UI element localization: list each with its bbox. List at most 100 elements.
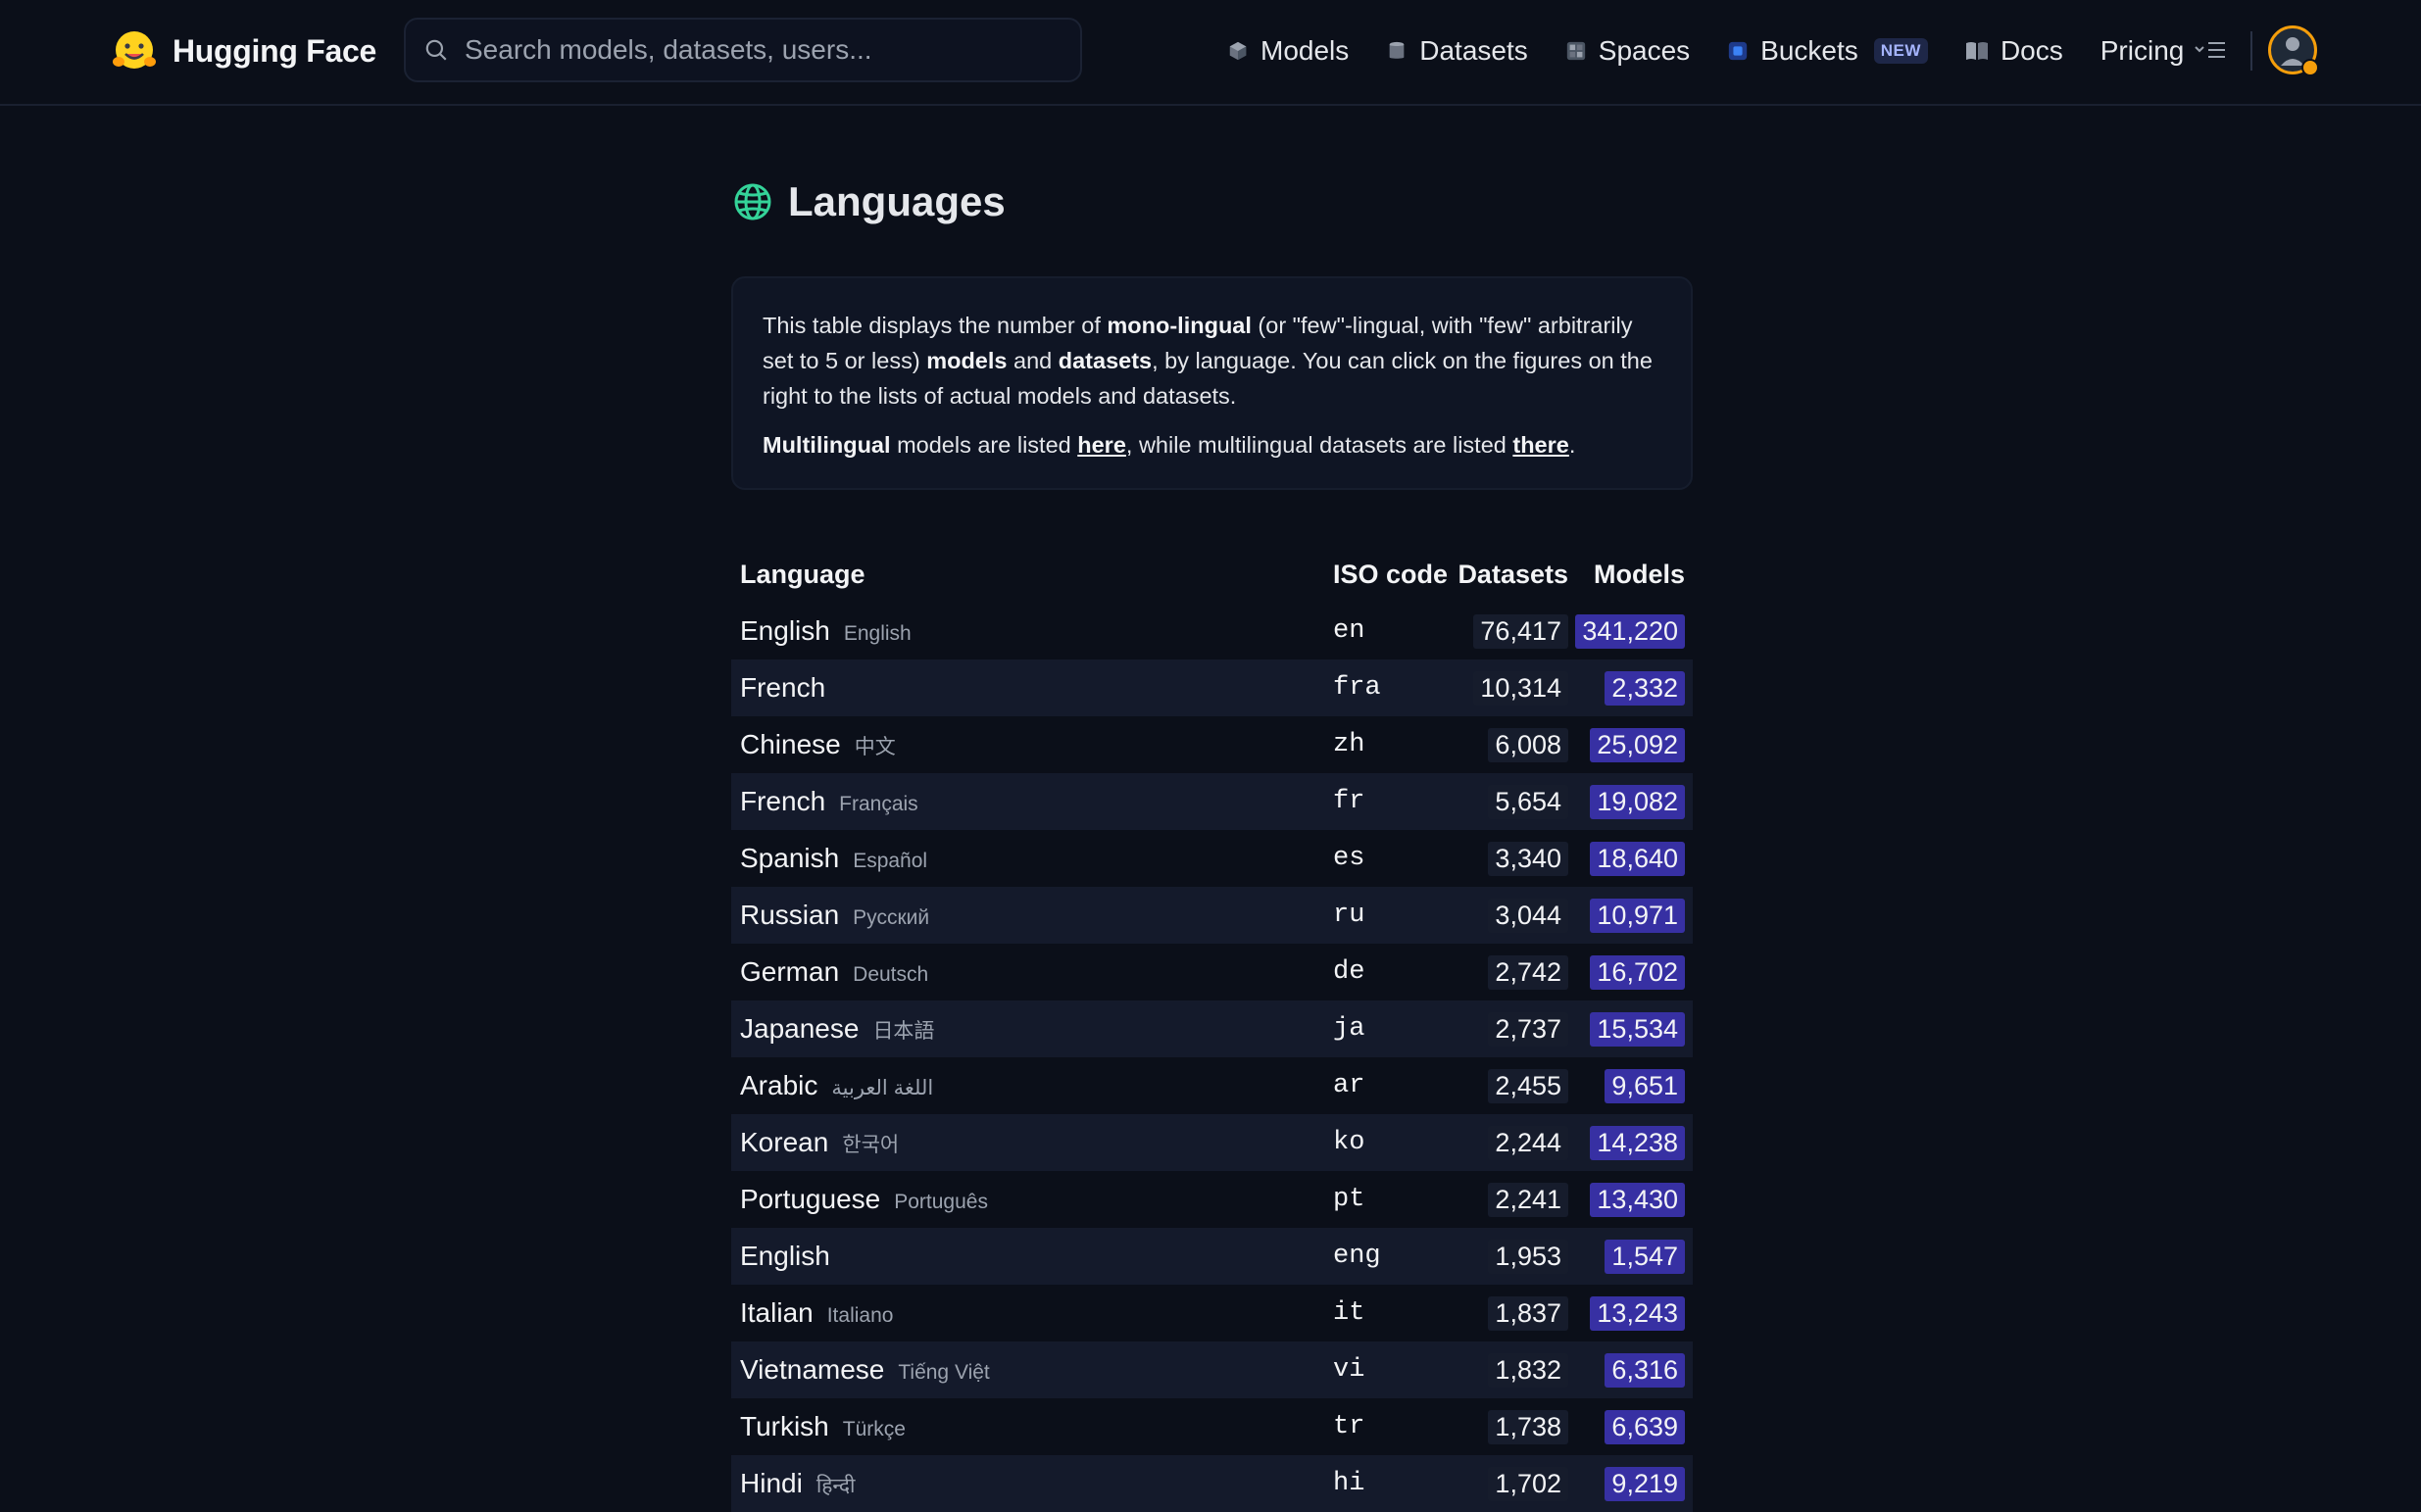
datasets-count-link[interactable]: 3,340 xyxy=(1488,841,1568,876)
iso-code: es xyxy=(1333,844,1365,873)
book-icon xyxy=(1965,42,1988,60)
datasets-cell: 3,340 xyxy=(1449,841,1576,876)
datasets-count-link[interactable]: 2,244 xyxy=(1488,1125,1568,1160)
datasets-cell: 5,654 xyxy=(1449,784,1576,819)
table-header: Language ISO code Datasets Models xyxy=(731,546,1693,603)
language-native-name: Русский xyxy=(853,906,930,929)
database-icon xyxy=(1389,41,1405,59)
models-count-link[interactable]: 2,332 xyxy=(1605,670,1685,706)
new-badge: NEW xyxy=(1873,38,1928,64)
datasets-count-link[interactable]: 1,702 xyxy=(1488,1466,1568,1501)
iso-cell: it xyxy=(1329,1298,1449,1328)
models-count-link[interactable]: 1,547 xyxy=(1605,1239,1685,1274)
multilingual-models-link[interactable]: here xyxy=(1077,432,1126,458)
datasets-count-link[interactable]: 6,008 xyxy=(1488,727,1568,762)
models-count-link[interactable]: 25,092 xyxy=(1590,727,1685,762)
language-cell: Chinese 中文 xyxy=(731,729,1329,760)
nav-models[interactable]: Models xyxy=(1227,35,1349,67)
iso-code: ko xyxy=(1333,1128,1365,1157)
language-native-name: Italiano xyxy=(826,1304,894,1327)
multilingual-datasets-link[interactable]: there xyxy=(1512,432,1569,458)
datasets-count-link[interactable]: 2,455 xyxy=(1488,1068,1568,1103)
datasets-count-link[interactable]: 1,837 xyxy=(1488,1295,1568,1331)
datasets-count-link[interactable]: 1,953 xyxy=(1488,1239,1568,1274)
language-native-name: Português xyxy=(894,1191,988,1213)
table-row: English eng 1,953 1,547 xyxy=(731,1228,1693,1285)
models-count-link[interactable]: 9,651 xyxy=(1605,1068,1685,1103)
language-native-name: Français xyxy=(839,793,918,815)
brand-link[interactable]: Hugging Face xyxy=(110,24,376,78)
models-cell: 1,547 xyxy=(1576,1239,1693,1274)
brand-name: Hugging Face xyxy=(173,32,376,69)
nav-datasets[interactable]: Datasets xyxy=(1386,35,1528,67)
language-native-name: 日本語 xyxy=(872,1020,935,1043)
search-box[interactable] xyxy=(404,18,1082,82)
datasets-count-link[interactable]: 3,044 xyxy=(1488,898,1568,933)
language-native-name: 中文 xyxy=(854,736,896,758)
nav-spaces[interactable]: Spaces xyxy=(1565,35,1690,67)
iso-code: it xyxy=(1333,1298,1365,1328)
datasets-count-link[interactable]: 5,654 xyxy=(1488,784,1568,819)
models-count-link[interactable]: 14,238 xyxy=(1590,1125,1685,1160)
models-count-link[interactable]: 13,243 xyxy=(1590,1295,1685,1331)
table-row: Russian Русский ru 3,044 10,971 xyxy=(731,887,1693,944)
iso-cell: ar xyxy=(1329,1071,1449,1100)
datasets-cell: 1,837 xyxy=(1449,1295,1576,1331)
datasets-count-link[interactable]: 2,737 xyxy=(1488,1011,1568,1047)
language-name: Italian xyxy=(740,1297,814,1328)
nav-pricing[interactable]: Pricing xyxy=(2100,35,2185,67)
datasets-cell: 2,737 xyxy=(1449,1011,1576,1047)
datasets-count-link[interactable]: 2,742 xyxy=(1488,954,1568,990)
models-count-link[interactable]: 16,702 xyxy=(1590,954,1685,990)
language-native-name: Tiếng Việt xyxy=(898,1361,990,1384)
datasets-cell: 2,244 xyxy=(1449,1125,1576,1160)
iso-cell: ko xyxy=(1329,1128,1449,1157)
table-row: French fra 10,314 2,332 xyxy=(731,659,1693,716)
language-name: Portuguese xyxy=(740,1184,881,1214)
info-bold: datasets xyxy=(1058,348,1153,373)
models-cell: 2,332 xyxy=(1576,670,1693,706)
datasets-count-link[interactable]: 2,241 xyxy=(1488,1182,1568,1217)
models-count-link[interactable]: 18,640 xyxy=(1590,841,1685,876)
top-navbar: Hugging Face Models Datasets xyxy=(0,0,2421,106)
datasets-count-link[interactable]: 1,738 xyxy=(1488,1409,1568,1444)
models-count-link[interactable]: 341,220 xyxy=(1575,613,1685,649)
models-count-link[interactable]: 13,430 xyxy=(1590,1182,1685,1217)
info-bold: mono-lingual xyxy=(1107,313,1252,338)
iso-code: zh xyxy=(1333,730,1365,759)
language-name: Korean xyxy=(740,1127,829,1157)
search-input[interactable] xyxy=(463,33,1055,67)
models-count-link[interactable]: 6,316 xyxy=(1605,1352,1685,1388)
datasets-count-link[interactable]: 76,417 xyxy=(1473,613,1568,649)
models-cell: 15,534 xyxy=(1576,1011,1693,1047)
models-cell: 6,316 xyxy=(1576,1352,1693,1388)
models-cell: 9,651 xyxy=(1576,1068,1693,1103)
datasets-cell: 76,417 xyxy=(1449,613,1576,649)
iso-cell: ru xyxy=(1329,901,1449,930)
models-count-link[interactable]: 15,534 xyxy=(1590,1011,1685,1047)
table-row: Italian Italiano it 1,837 13,243 xyxy=(731,1285,1693,1341)
table-row: Vietnamese Tiếng Việt vi 1,832 6,316 xyxy=(731,1341,1693,1398)
nav-pricing-label: Pricing xyxy=(2100,35,2185,66)
models-cell: 10,971 xyxy=(1576,898,1693,933)
table-row: Korean 한국어 ko 2,244 14,238 xyxy=(731,1114,1693,1171)
models-cell: 341,220 xyxy=(1575,613,1693,649)
header-datasets: Datasets xyxy=(1458,559,1568,589)
datasets-cell: 2,241 xyxy=(1449,1182,1576,1217)
iso-cell: de xyxy=(1329,957,1449,987)
models-count-link[interactable]: 9,219 xyxy=(1605,1466,1685,1501)
info-paragraph: This table displays the number of mono-l… xyxy=(763,308,1661,414)
table-row: Portuguese Português pt 2,241 13,430 xyxy=(731,1171,1693,1228)
language-native-name: Türkçe xyxy=(842,1418,906,1440)
models-count-link[interactable]: 10,971 xyxy=(1590,898,1685,933)
iso-cell: tr xyxy=(1329,1412,1449,1441)
datasets-count-link[interactable]: 10,314 xyxy=(1473,670,1568,706)
models-count-link[interactable]: 19,082 xyxy=(1590,784,1685,819)
models-cell: 13,243 xyxy=(1576,1295,1693,1331)
menu-icon[interactable] xyxy=(2194,33,2227,67)
nav-docs[interactable]: Docs xyxy=(1965,35,2063,67)
iso-code: eng xyxy=(1333,1242,1381,1271)
datasets-count-link[interactable]: 1,832 xyxy=(1488,1352,1568,1388)
models-count-link[interactable]: 6,639 xyxy=(1605,1409,1685,1444)
nav-buckets[interactable]: Buckets NEW xyxy=(1727,35,1928,67)
